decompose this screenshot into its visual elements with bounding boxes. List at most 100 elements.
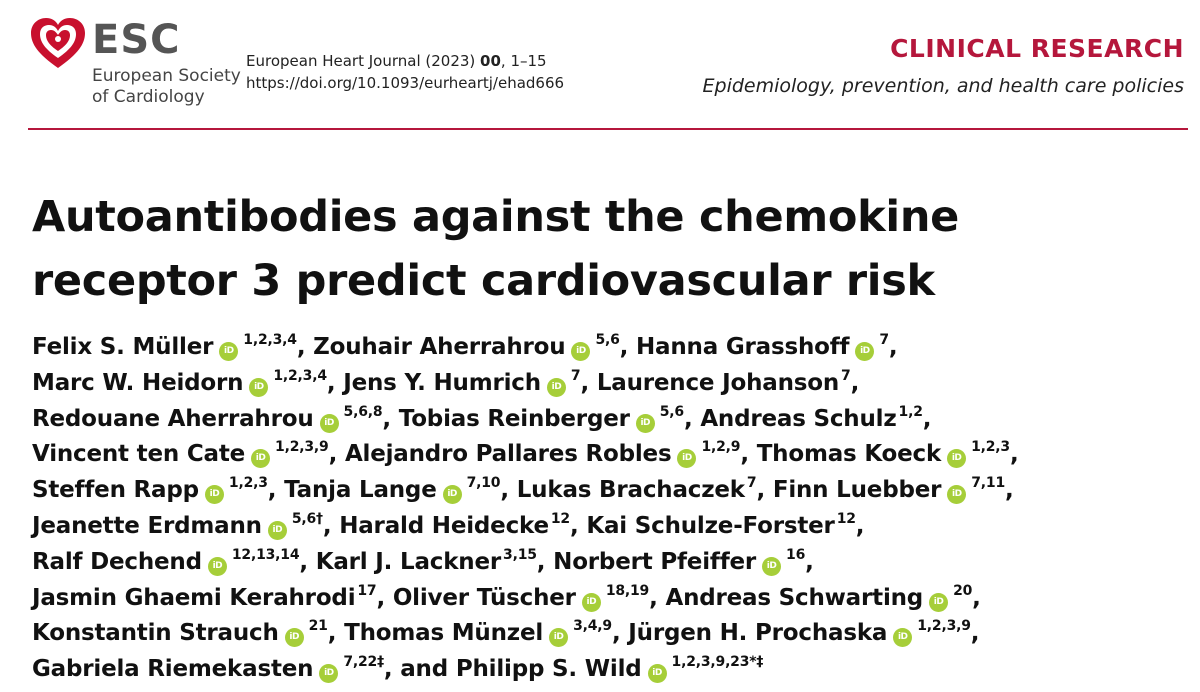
author-separator: , [611, 620, 629, 647]
orcid-icon[interactable]: iD [267, 520, 287, 540]
orcid-icon[interactable]: iD [251, 449, 271, 469]
author-separator: , [1009, 441, 1019, 468]
orcid-icon[interactable]: iD [219, 342, 239, 361]
esc-logo-text: ESC [92, 17, 181, 63]
affiliation-superscript: 5,6,8 [343, 403, 383, 420]
orcid-icon[interactable]: iD [893, 628, 913, 648]
affiliation-superscript: 1,2,3,4 [273, 367, 327, 384]
author-separator: , [299, 548, 316, 575]
affiliation-superscript: 18,19 [605, 582, 650, 599]
esc-heart-logo-icon [31, 18, 85, 68]
affiliation-superscript: 1,2,3,9 [275, 439, 329, 456]
affiliation-superscript: 7 [879, 332, 889, 348]
author-line: Felix S. Müller iD1,2,3,4, Zouhair Aherra… [32, 330, 1192, 366]
author-name[interactable]: Andreas Schwarting [665, 584, 924, 611]
author-entry: Philipp S. Wild iD1,2,3,9,23*‡ [455, 654, 764, 684]
author-name[interactable]: Ralf Dechend [32, 548, 202, 575]
author-separator: , [649, 584, 666, 611]
author-name[interactable]: Konstantin Strauch [32, 620, 279, 647]
author-separator: , [382, 405, 399, 432]
orcid-icon[interactable]: iD [947, 449, 967, 469]
author-name[interactable]: Tobias Reinberger [398, 405, 630, 432]
author-name[interactable]: Thomas Koeck [756, 441, 942, 468]
orcid-icon[interactable]: iD [204, 485, 224, 505]
author-name[interactable]: Jeanette Erdmann [32, 512, 262, 539]
author-separator: , [922, 405, 932, 432]
orcid-icon[interactable]: iD [762, 556, 782, 576]
author-name[interactable]: Lukas Brachaczek [516, 477, 745, 504]
author-entry: Steffen Rapp iD1,2,3, [32, 475, 284, 505]
affiliation-superscript: 7,11 [971, 475, 1006, 492]
affiliation-superscript: 7 [841, 367, 851, 384]
author-entry: Konstantin Strauch iD21, [32, 619, 345, 648]
affiliation-superscript: 1,2,3 [971, 439, 1010, 456]
author-name[interactable]: Philipp S. Wild [455, 656, 642, 683]
author-name[interactable]: Laurence Johanson [596, 369, 840, 396]
author-name[interactable]: Tanja Lange [284, 477, 437, 504]
orcid-icon[interactable]: iD [442, 485, 462, 505]
orcid-icon[interactable]: iD [319, 413, 339, 433]
author-entry: Jürgen H. Prochaska iD1,2,3,9, [628, 619, 980, 648]
title-line: receptor 3 predict cardiovascular risk [32, 256, 935, 306]
orcid-icon[interactable]: iD [581, 592, 601, 612]
author-name[interactable]: Finn Luebber [772, 477, 942, 504]
orcid-icon[interactable]: iD [319, 664, 339, 684]
author-name[interactable]: Andreas Schulz [700, 405, 897, 432]
affiliation-superscript: 12 [836, 510, 856, 527]
affiliation-superscript: 20 [953, 582, 973, 599]
author-name[interactable]: Steffen Rapp [32, 477, 199, 504]
author-separator: , [376, 584, 393, 611]
author-name[interactable]: Gabriela Riemekasten [32, 656, 314, 683]
orcid-icon[interactable]: iD [284, 628, 304, 648]
author-entry: Felix S. Müller iD1,2,3,4, [32, 333, 313, 361]
orcid-icon[interactable]: iD [635, 413, 655, 433]
author-separator: , [740, 441, 757, 468]
author-name[interactable]: Felix S. Müller [32, 334, 214, 360]
author-entry: Zouhair Aherrahrou iD5,6, [313, 333, 636, 361]
affiliation-superscript: 1,2,3 [228, 475, 268, 492]
orcid-icon[interactable]: iD [647, 664, 667, 684]
affiliation-superscript: 3,15 [503, 546, 537, 563]
orcid-icon[interactable]: iD [207, 556, 227, 576]
author-name[interactable]: Zouhair Aherrahrou [313, 334, 566, 360]
article-subcategory: Epidemiology, prevention, and health car… [702, 75, 1185, 97]
author-name[interactable]: Karl J. Lackner [315, 548, 502, 575]
author-separator: , [972, 584, 981, 611]
author-name[interactable]: Harald Heidecke [339, 512, 549, 539]
author-name[interactable]: Thomas Münzel [344, 620, 544, 647]
affiliation-superscript: 3,4,9 [573, 618, 612, 635]
orcid-icon[interactable]: iD [929, 592, 949, 612]
author-name[interactable]: Jürgen H. Prochaska [628, 620, 888, 647]
author-separator: , [805, 548, 814, 575]
author-name[interactable]: Norbert Pfeiffer [553, 548, 757, 575]
orcid-icon[interactable]: iD [546, 377, 566, 397]
affiliation-superscript: 1,2,3,9,23*‡ [671, 654, 764, 671]
author-name[interactable]: Jens Y. Humrich [343, 369, 541, 396]
author-entry: Hanna Grasshoff iD7, [636, 332, 898, 361]
author-name[interactable]: Kai Schulze-Forster [586, 512, 835, 539]
author-separator: , [327, 620, 345, 647]
author-entry: Vincent ten Cate iD1,2,3,9, [32, 439, 345, 469]
author-name[interactable]: Redouane Aherrahrou [32, 405, 314, 432]
author-entry: Lukas Brachaczek 7, [516, 475, 773, 504]
author-name[interactable]: Alejandro Pallares Robles [344, 441, 672, 468]
orcid-icon[interactable]: iD [947, 485, 967, 505]
orcid-icon[interactable]: iD [571, 342, 591, 361]
author-name[interactable]: Jasmin Ghaemi Kerahrodi [32, 584, 356, 611]
author-separator: , [970, 620, 980, 647]
author-name[interactable]: Oliver Tüscher [392, 584, 576, 611]
author-name[interactable]: Marc W. Heidorn [32, 369, 244, 396]
author-name[interactable]: Vincent ten Cate [32, 441, 246, 468]
affiliation-superscript: 7 [746, 475, 757, 492]
author-name[interactable]: Hanna Grasshoff [636, 334, 850, 360]
author-separator: , [855, 512, 865, 539]
author-separator: , [322, 512, 340, 539]
orcid-icon[interactable]: iD [249, 377, 269, 397]
affiliation-superscript: 1,2 [898, 403, 923, 420]
orcid-icon[interactable]: iD [549, 628, 569, 648]
orcid-icon[interactable]: iD [677, 449, 697, 469]
doi-link[interactable]: https://doi.org/10.1093/eurheartj/ehad66… [246, 74, 565, 92]
author-separator: , [569, 512, 587, 539]
author-entry: Andreas Schulz 1,2, [700, 403, 932, 432]
orcid-icon[interactable]: iD [855, 342, 875, 361]
